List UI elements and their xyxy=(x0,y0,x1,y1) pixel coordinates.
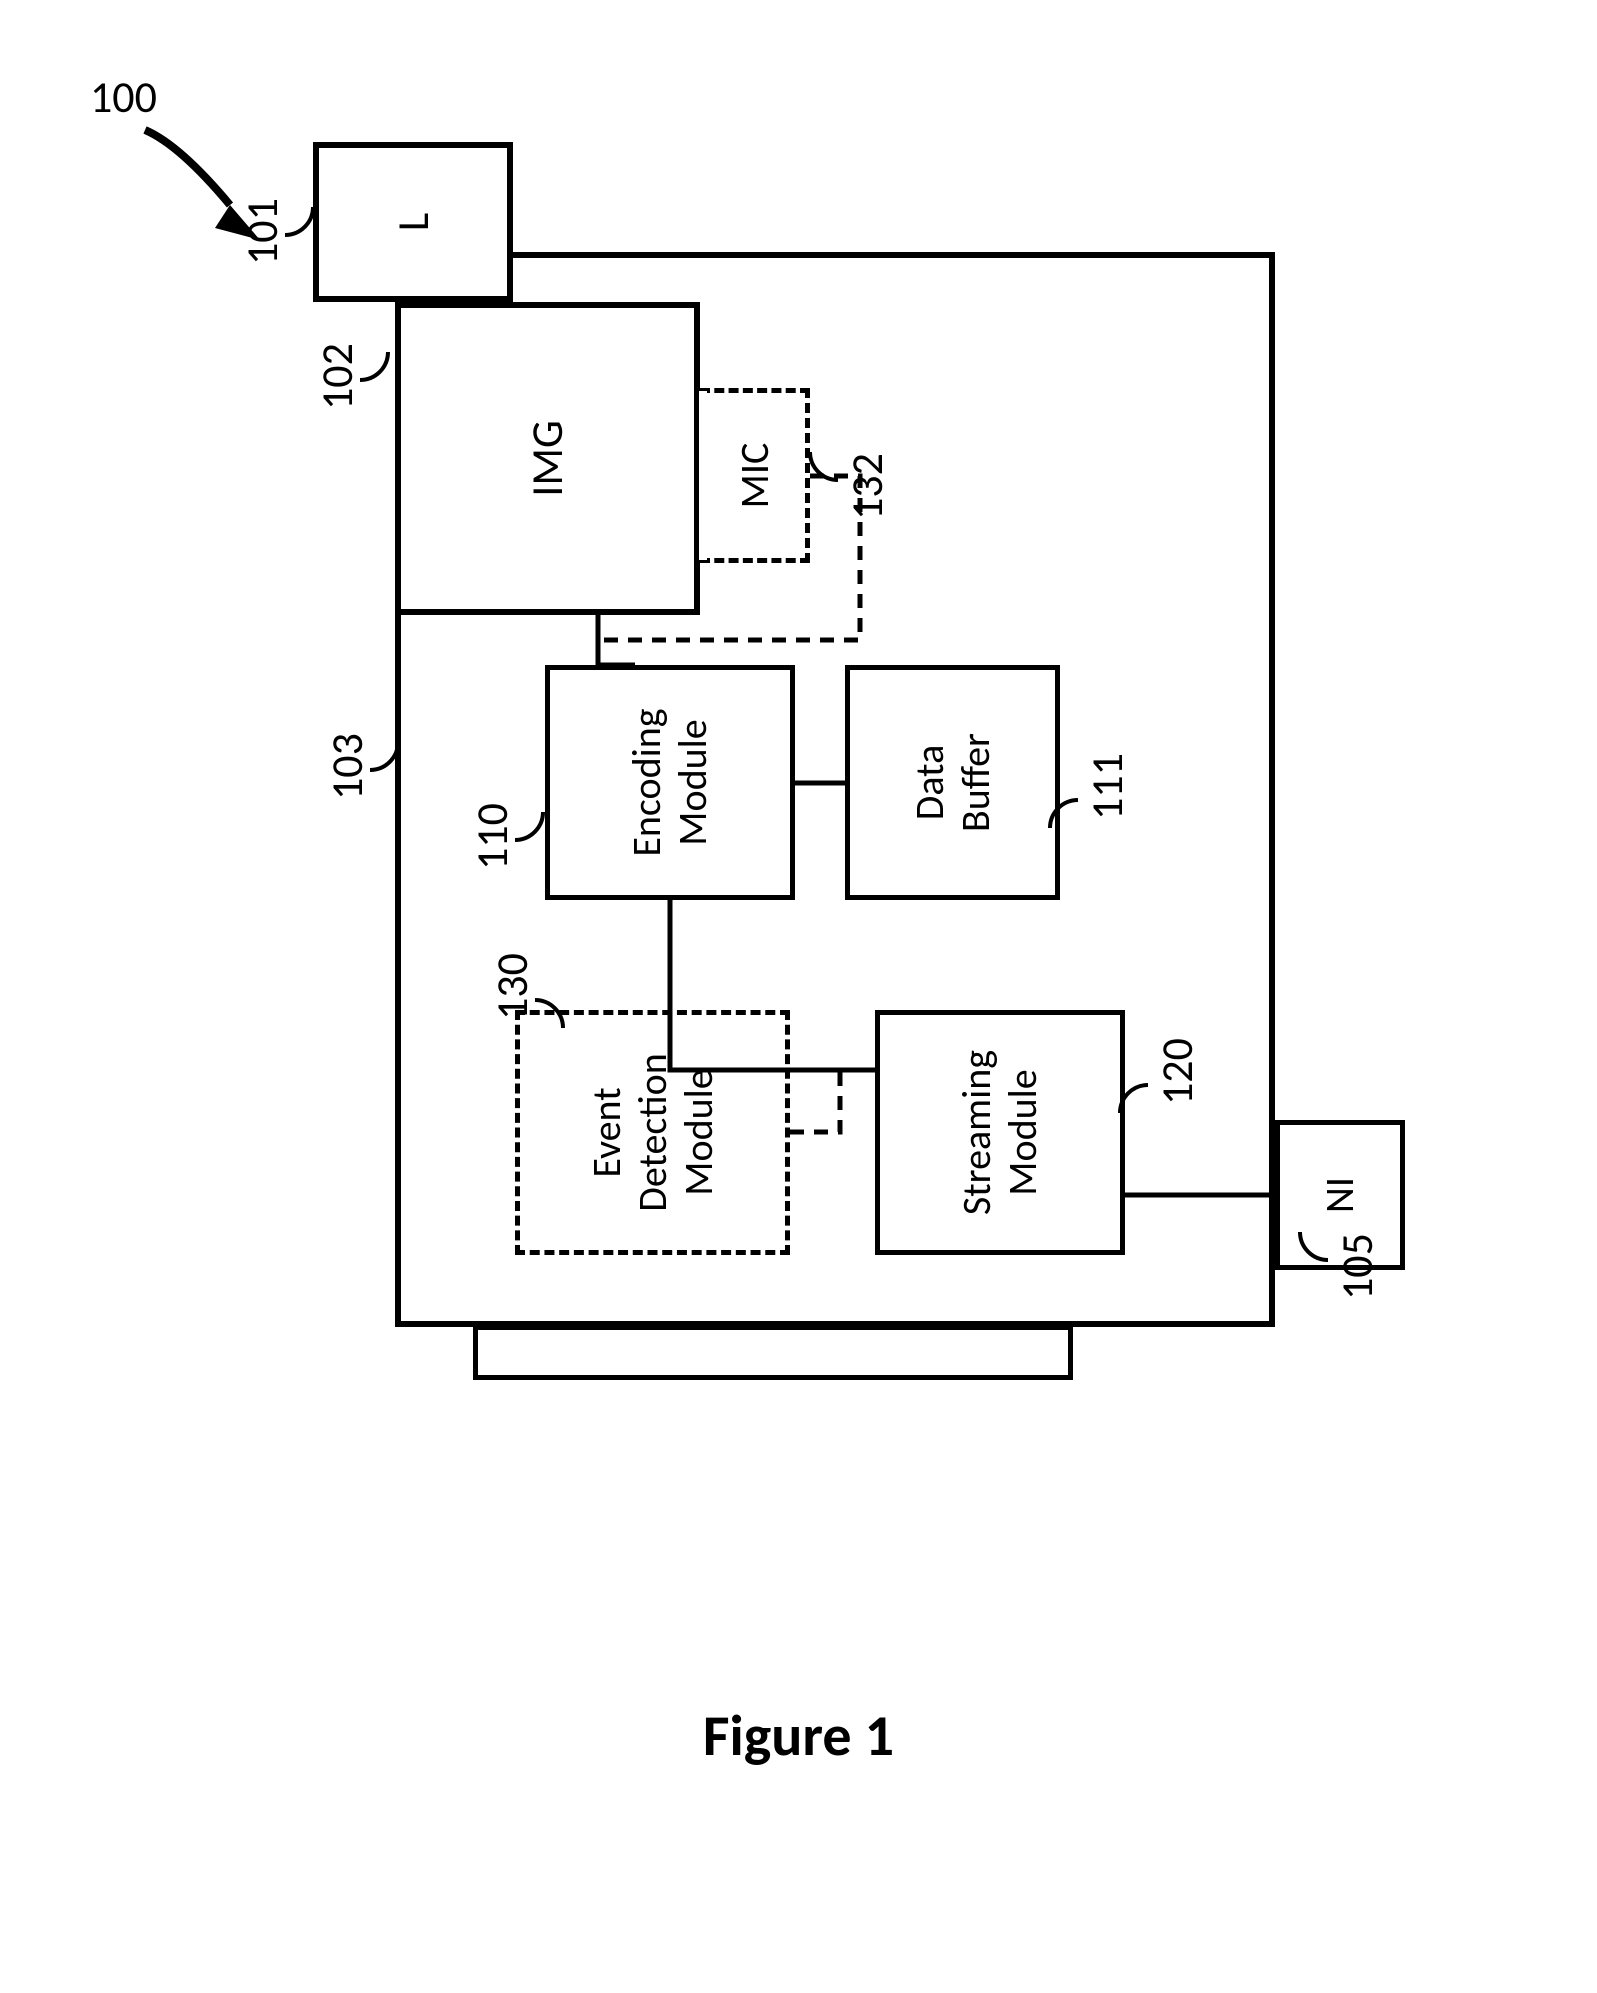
antenna-stub xyxy=(473,1325,1073,1380)
block-event: Event Detection Module xyxy=(515,1010,790,1255)
block-streaming: Streaming Module xyxy=(875,1010,1125,1255)
ref-110: 110 xyxy=(465,803,519,870)
ref-132: 132 xyxy=(840,453,894,520)
ref-103: 103 xyxy=(320,733,374,800)
block-imager: IMG xyxy=(395,302,700,615)
block-buffer: Data Buffer xyxy=(845,665,1060,900)
ref-105: 105 xyxy=(1330,1233,1384,1300)
block-mic: MIC xyxy=(700,388,810,563)
ref-120: 120 xyxy=(1150,1038,1204,1105)
ref-111: 111 xyxy=(1080,753,1134,820)
figure-label: Figure 1 xyxy=(0,1700,1597,1771)
block-encoding: Encoding Module xyxy=(545,665,795,900)
ref-130: 130 xyxy=(485,953,539,1020)
ref-102: 102 xyxy=(310,343,364,410)
